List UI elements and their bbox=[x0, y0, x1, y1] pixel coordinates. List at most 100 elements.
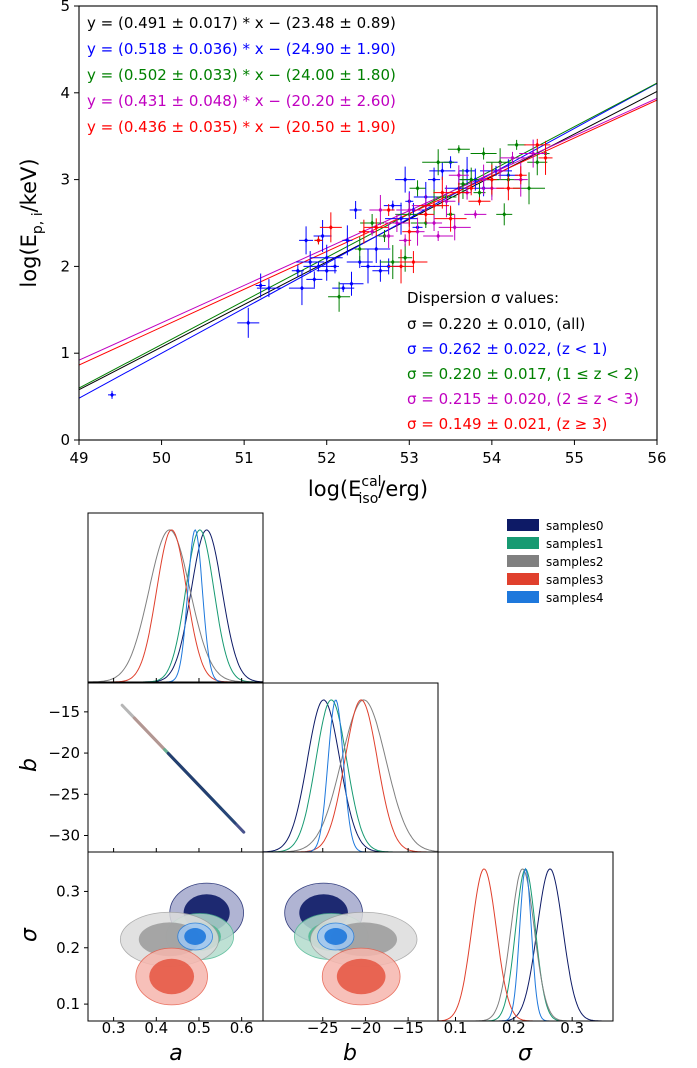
data-point bbox=[543, 155, 548, 161]
dispersion-title: Dispersion σ values: bbox=[407, 289, 559, 307]
contour-samples0 bbox=[166, 751, 246, 834]
y-tick-label: 3 bbox=[60, 171, 70, 189]
data-point bbox=[357, 246, 362, 252]
marginal-curve-samples2 bbox=[438, 868, 613, 1021]
fit-line bbox=[79, 97, 657, 361]
x-tick-label: 49 bbox=[69, 449, 88, 467]
data-point bbox=[403, 255, 408, 261]
legend-label: samples3 bbox=[546, 573, 604, 587]
dispersion-value: σ = 0.220 ± 0.010, (all) bbox=[407, 315, 585, 333]
data-point bbox=[403, 177, 408, 183]
panel-a-sigma-contours bbox=[119, 882, 244, 1006]
data-point bbox=[489, 177, 494, 183]
sigma-axis-label: σ bbox=[518, 1041, 533, 1066]
data-point bbox=[506, 185, 511, 191]
plot-frame bbox=[78, 5, 658, 441]
data-point bbox=[399, 216, 404, 222]
y-tick-label: 2 bbox=[60, 257, 70, 275]
data-point bbox=[415, 185, 420, 191]
data-point bbox=[448, 216, 453, 222]
contour-inner-samples4 bbox=[324, 928, 348, 945]
contour-inner-samples3 bbox=[336, 958, 386, 995]
b-y-axis-label: b bbox=[17, 758, 42, 772]
data-point bbox=[436, 159, 441, 165]
sigma-tick-label: 0.1 bbox=[444, 1019, 468, 1037]
marginal-curve-samples3 bbox=[263, 699, 438, 852]
sigma-y-axis-label: σ bbox=[17, 927, 42, 942]
data-point bbox=[337, 294, 342, 300]
data-point bbox=[304, 237, 309, 243]
b-ytick-label: −30 bbox=[48, 827, 80, 845]
a-tick-label: 0.5 bbox=[187, 1019, 211, 1037]
y-tick-label: 4 bbox=[60, 84, 70, 102]
b-tick-label: −15 bbox=[392, 1019, 424, 1037]
marginal-curve-samples2 bbox=[263, 699, 438, 852]
x-tick-label: 52 bbox=[317, 449, 336, 467]
data-point bbox=[456, 190, 461, 196]
contour-inner-samples3 bbox=[149, 958, 195, 995]
data-point bbox=[535, 159, 540, 165]
data-point bbox=[535, 142, 540, 148]
data-point bbox=[452, 224, 457, 230]
data-point bbox=[370, 220, 375, 226]
data-point bbox=[460, 181, 465, 187]
data-point bbox=[299, 285, 304, 291]
x-tick-label: 56 bbox=[647, 449, 666, 467]
data-point bbox=[399, 263, 404, 269]
data-point bbox=[110, 392, 115, 398]
b-axis-label: b bbox=[343, 1041, 357, 1066]
marginal-curve-samples0 bbox=[88, 529, 263, 682]
x-axis-ticks: 49 50 51 52 53 54 55 56 bbox=[69, 440, 667, 467]
x-tick-label: 54 bbox=[482, 449, 501, 467]
data-point bbox=[374, 224, 379, 230]
legend-swatch-samples0 bbox=[507, 519, 539, 531]
panel-b-sigma-contours bbox=[284, 882, 418, 1006]
data-point bbox=[390, 203, 395, 209]
marginal-sigma bbox=[438, 867, 613, 1021]
data-point bbox=[440, 190, 445, 196]
data-point bbox=[514, 142, 519, 148]
b-tick-label: −25 bbox=[307, 1019, 339, 1037]
data-point bbox=[295, 268, 300, 274]
data-point bbox=[440, 168, 445, 174]
data-point bbox=[349, 281, 354, 287]
data-point bbox=[403, 237, 408, 243]
fit-equation: y = (0.518 ± 0.036) * x − (24.90 ± 1.90) bbox=[87, 40, 396, 58]
dispersion-value: σ = 0.220 ± 0.017, (1 ≤ z < 2) bbox=[407, 365, 639, 383]
b-ytick-label: −20 bbox=[48, 744, 80, 762]
x-axis-label: log(Ecal iso/erg) bbox=[308, 474, 428, 507]
data-point bbox=[411, 259, 416, 265]
fit-equation: y = (0.502 ± 0.033) * x − (24.00 ± 1.80) bbox=[87, 66, 396, 84]
data-point bbox=[374, 246, 379, 252]
data-point bbox=[386, 207, 391, 213]
legend-label: samples4 bbox=[546, 591, 604, 605]
data-point bbox=[324, 268, 329, 274]
fit-equations: y = (0.491 ± 0.017) * x − (23.48 ± 0.89)… bbox=[87, 14, 396, 136]
marginal-a bbox=[88, 528, 263, 682]
data-point bbox=[407, 229, 412, 235]
marginal-curve-samples4 bbox=[438, 867, 613, 1021]
data-point bbox=[481, 150, 486, 157]
scatter-plot: 49 50 51 52 53 54 55 56 0 1 2 3 4 5 y = (0.491 ± 0.0… bbox=[17, 0, 667, 507]
fit-equation: y = (0.491 ± 0.017) * x − (23.48 ± 0.89) bbox=[87, 14, 396, 32]
b-ytick-label: −25 bbox=[48, 785, 80, 803]
x-tick-label: 50 bbox=[152, 449, 171, 467]
data-point bbox=[308, 259, 313, 265]
data-point bbox=[498, 168, 503, 174]
fit-line bbox=[79, 99, 657, 366]
marginal-curve-samples4 bbox=[88, 528, 263, 682]
data-point bbox=[510, 155, 515, 161]
data-point bbox=[432, 177, 437, 183]
data-point bbox=[345, 237, 350, 243]
b-ytick-label: −15 bbox=[48, 703, 80, 721]
sigma-ytick-label: 0.2 bbox=[56, 939, 80, 957]
data-point bbox=[328, 224, 333, 230]
marginal-curve-samples0 bbox=[438, 868, 613, 1021]
marginal-curve-samples4 bbox=[263, 699, 438, 852]
a-tick-label: 0.6 bbox=[230, 1019, 254, 1037]
data-point bbox=[527, 185, 532, 191]
y-axis-ticks: 0 1 2 3 4 5 bbox=[60, 0, 79, 449]
y-tick-label: 1 bbox=[60, 344, 70, 362]
legend-swatch-samples4 bbox=[507, 591, 539, 603]
